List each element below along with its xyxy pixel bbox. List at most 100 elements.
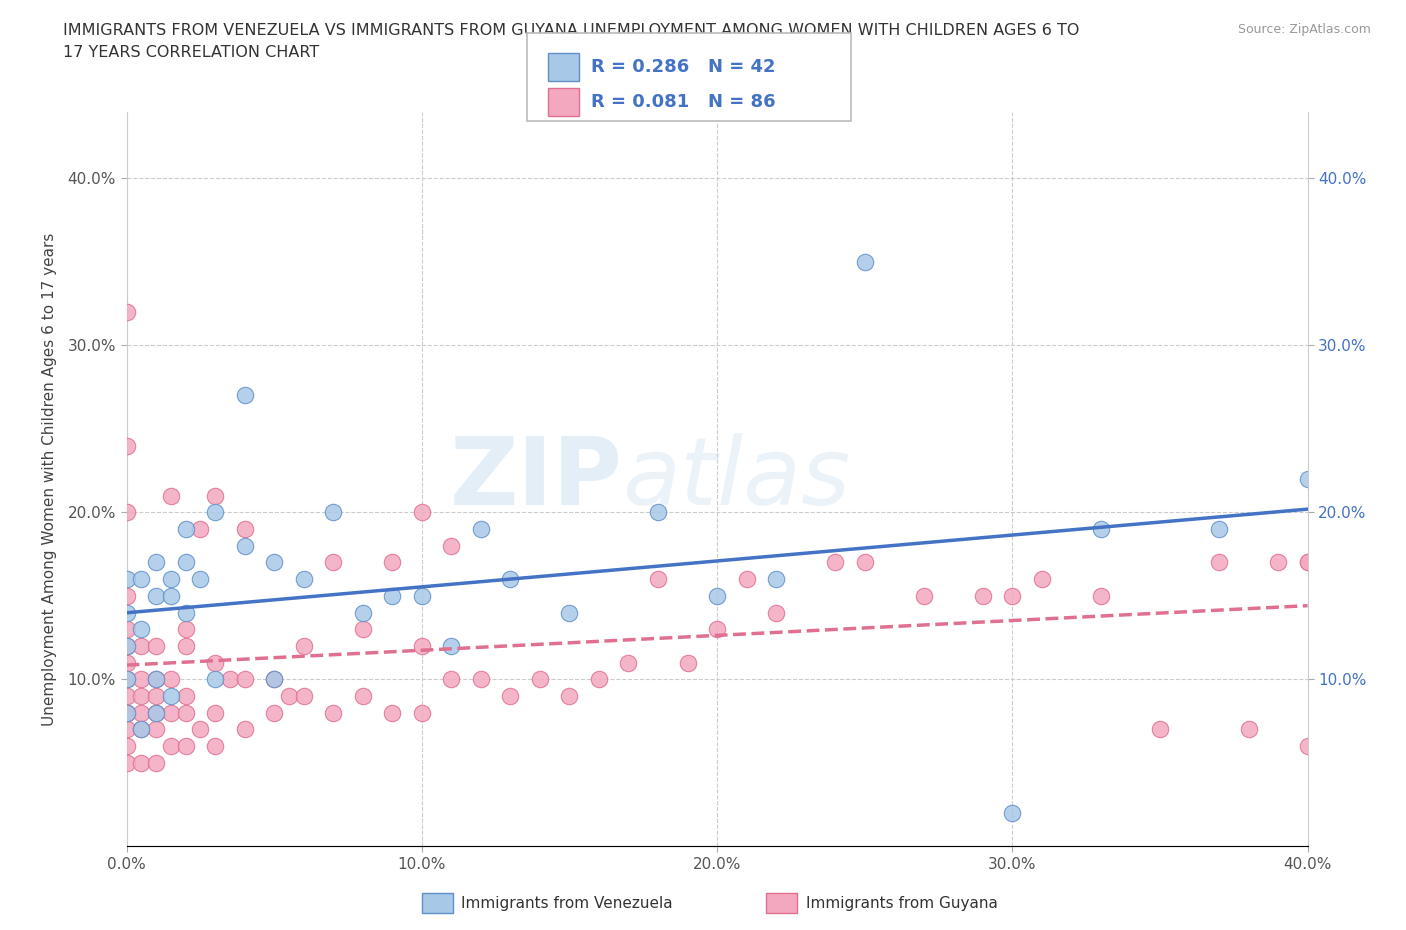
Point [1031,572,1053,587]
Point [381,589,404,604]
Point [853,555,876,570]
Point [115,755,138,770]
Point [145,705,167,720]
Point [558,605,581,620]
Text: Immigrants from Guyana: Immigrants from Guyana [806,896,997,910]
Point [1296,738,1319,753]
Point [219,671,242,686]
Point [765,572,787,587]
Point [263,705,285,720]
Point [174,688,197,703]
Point [411,705,433,720]
Point [824,555,846,570]
Point [174,605,197,620]
Point [676,656,699,671]
Point [204,656,226,671]
Point [188,722,212,737]
Point [204,671,226,686]
Point [706,622,728,637]
Point [1208,555,1230,570]
Point [470,671,492,686]
Point [1267,555,1289,570]
Point [352,622,374,637]
Point [278,688,301,703]
Text: R = 0.081   N = 86: R = 0.081 N = 86 [591,93,775,111]
Point [1001,589,1024,604]
Point [440,538,463,553]
Point [160,738,183,753]
Point [174,738,197,753]
Point [1296,472,1319,486]
Point [381,555,404,570]
Point [411,639,433,654]
Point [129,705,153,720]
Point [115,705,138,720]
Point [853,255,876,270]
Point [706,589,728,604]
Point [145,755,167,770]
Point [174,705,197,720]
Text: ZIP: ZIP [450,433,623,525]
Point [115,304,138,319]
Point [129,755,153,770]
Point [129,622,153,637]
Point [1296,555,1319,570]
Point [233,522,256,537]
Point [160,671,183,686]
Point [204,505,226,520]
Point [912,589,935,604]
Point [160,488,183,503]
Point [145,671,167,686]
Point [115,438,138,453]
Point [499,572,522,587]
Point [352,605,374,620]
Point [115,705,138,720]
Point [115,572,138,587]
Point [617,656,640,671]
Point [145,671,167,686]
Point [115,671,138,686]
Point [129,639,153,654]
Point [160,589,183,604]
Point [145,688,167,703]
Point [470,522,492,537]
Text: Immigrants from Venezuela: Immigrants from Venezuela [461,896,673,910]
Point [322,705,344,720]
Point [115,705,138,720]
Point [145,705,167,720]
Point [233,722,256,737]
Point [188,572,212,587]
Point [115,505,138,520]
Point [647,572,669,587]
Point [129,572,153,587]
Point [263,555,285,570]
Point [558,688,581,703]
Point [322,505,344,520]
Point [1208,522,1230,537]
Point [292,639,315,654]
Point [160,572,183,587]
Point [1090,522,1112,537]
Point [115,656,138,671]
Text: 17 YEARS CORRELATION CHART: 17 YEARS CORRELATION CHART [63,45,319,60]
Point [145,555,167,570]
Text: Source: ZipAtlas.com: Source: ZipAtlas.com [1237,23,1371,36]
Point [381,705,404,720]
Point [440,639,463,654]
Point [233,538,256,553]
Point [174,622,197,637]
Point [129,688,153,703]
Point [352,688,374,703]
Point [322,555,344,570]
Point [1001,805,1024,820]
Text: IMMIGRANTS FROM VENEZUELA VS IMMIGRANTS FROM GUYANA UNEMPLOYMENT AMONG WOMEN WIT: IMMIGRANTS FROM VENEZUELA VS IMMIGRANTS … [63,23,1080,38]
Point [174,555,197,570]
Point [204,488,226,503]
Point [115,671,138,686]
Point [765,605,787,620]
Point [440,671,463,686]
Point [647,505,669,520]
Point [292,572,315,587]
Point [529,671,551,686]
Point [588,671,610,686]
